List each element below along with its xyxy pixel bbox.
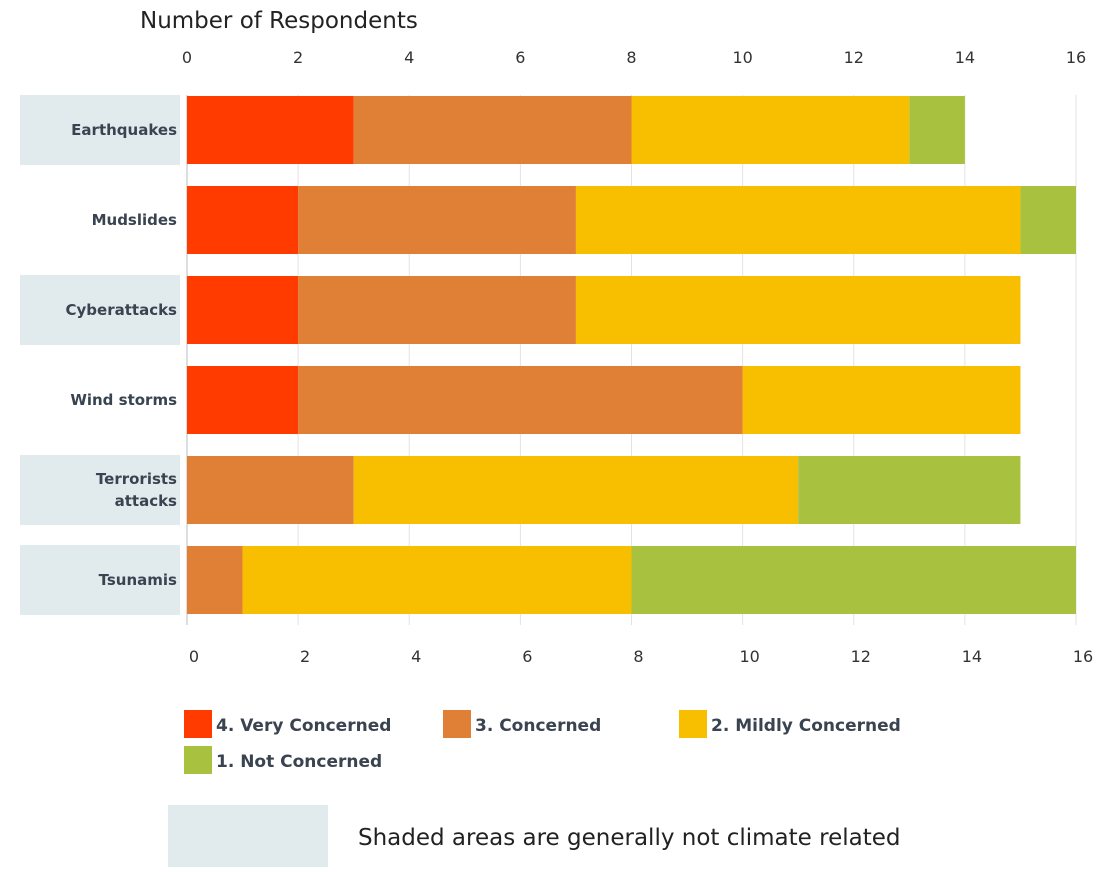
top-tick-label: 6 bbox=[515, 48, 525, 67]
bar-segment bbox=[631, 546, 1076, 614]
legend-swatch bbox=[443, 710, 471, 738]
category-label: Mudslides bbox=[92, 211, 177, 229]
bottom-tick-label: 2 bbox=[300, 647, 310, 666]
bottom-tick-label: 0 bbox=[189, 647, 199, 666]
category-labels: Earthquakes Mudslides Cyberattacks Wind sto… bbox=[66, 121, 178, 589]
bottom-tick-label: 16 bbox=[1073, 647, 1093, 666]
bar-segment bbox=[353, 456, 799, 524]
category-label: Tsunamis bbox=[99, 571, 177, 589]
legend-label: 3. Concerned bbox=[475, 716, 601, 736]
category-shade bbox=[20, 545, 180, 615]
bar-segment bbox=[298, 366, 743, 434]
chart-title: Number of Respondents bbox=[140, 8, 418, 34]
bar-segment bbox=[187, 186, 299, 254]
category-shade bbox=[20, 275, 180, 345]
bar-segment bbox=[575, 186, 1021, 254]
bar-segment bbox=[742, 366, 1021, 434]
note-label: Shaded areas are generally not climate r… bbox=[358, 825, 901, 851]
legend-swatch bbox=[184, 710, 212, 738]
category-shade bbox=[20, 455, 180, 525]
top-tick-label: 8 bbox=[626, 48, 636, 67]
legend-label: 2. Mildly Concerned bbox=[711, 716, 901, 736]
legend-swatch bbox=[679, 710, 707, 738]
bottom-tick-label: 10 bbox=[739, 647, 759, 666]
legend: 4. Very Concerned 3. Concerned 2. Mildly C… bbox=[184, 710, 901, 774]
bar-segment bbox=[798, 456, 1021, 524]
bar-segment bbox=[242, 546, 632, 614]
bar-segment bbox=[187, 546, 243, 614]
top-tick-label: 0 bbox=[182, 48, 192, 67]
legend-label: 4. Very Concerned bbox=[216, 716, 391, 736]
category-label: Wind storms bbox=[70, 391, 177, 409]
bar-segment bbox=[187, 276, 299, 344]
bar-segment bbox=[1020, 186, 1076, 254]
bottom-tick-label: 14 bbox=[962, 647, 982, 666]
bar-segment bbox=[187, 456, 354, 524]
bar-segment bbox=[575, 276, 1021, 344]
bars bbox=[187, 96, 1076, 614]
top-tick-label: 4 bbox=[404, 48, 414, 67]
top-axis-ticks: 0 2 4 6 8 10 12 14 16 bbox=[182, 48, 1086, 67]
bar-segment bbox=[298, 276, 576, 344]
top-tick-label: 12 bbox=[844, 48, 864, 67]
category-label: Cyberattacks bbox=[66, 301, 178, 319]
bottom-tick-label: 12 bbox=[851, 647, 871, 666]
top-tick-label: 10 bbox=[732, 48, 752, 67]
bar-segment bbox=[353, 96, 632, 164]
bar-segment bbox=[298, 186, 576, 254]
category-shade bbox=[20, 95, 180, 165]
bar-segment bbox=[909, 96, 965, 164]
category-label: Terrorists attacks bbox=[96, 470, 177, 510]
top-tick-label: 16 bbox=[1066, 48, 1086, 67]
top-tick-label: 14 bbox=[955, 48, 975, 67]
shading-note: Shaded areas are generally not climate r… bbox=[168, 805, 901, 867]
bottom-tick-label: 8 bbox=[633, 647, 643, 666]
legend-swatch bbox=[184, 746, 212, 774]
gridlines bbox=[186, 95, 1077, 625]
bar-segment bbox=[187, 366, 299, 434]
bottom-tick-label: 4 bbox=[411, 647, 421, 666]
category-shades bbox=[20, 95, 180, 615]
legend-label: 1. Not Concerned bbox=[216, 752, 382, 772]
note-swatch bbox=[168, 805, 328, 867]
bar-segment bbox=[631, 96, 910, 164]
bottom-tick-label: 6 bbox=[522, 647, 532, 666]
top-tick-label: 2 bbox=[293, 48, 303, 67]
bottom-axis-ticks: 0 2 4 6 8 10 12 14 16 bbox=[189, 647, 1093, 666]
bar-segment bbox=[187, 96, 354, 164]
category-label: Earthquakes bbox=[71, 121, 177, 139]
